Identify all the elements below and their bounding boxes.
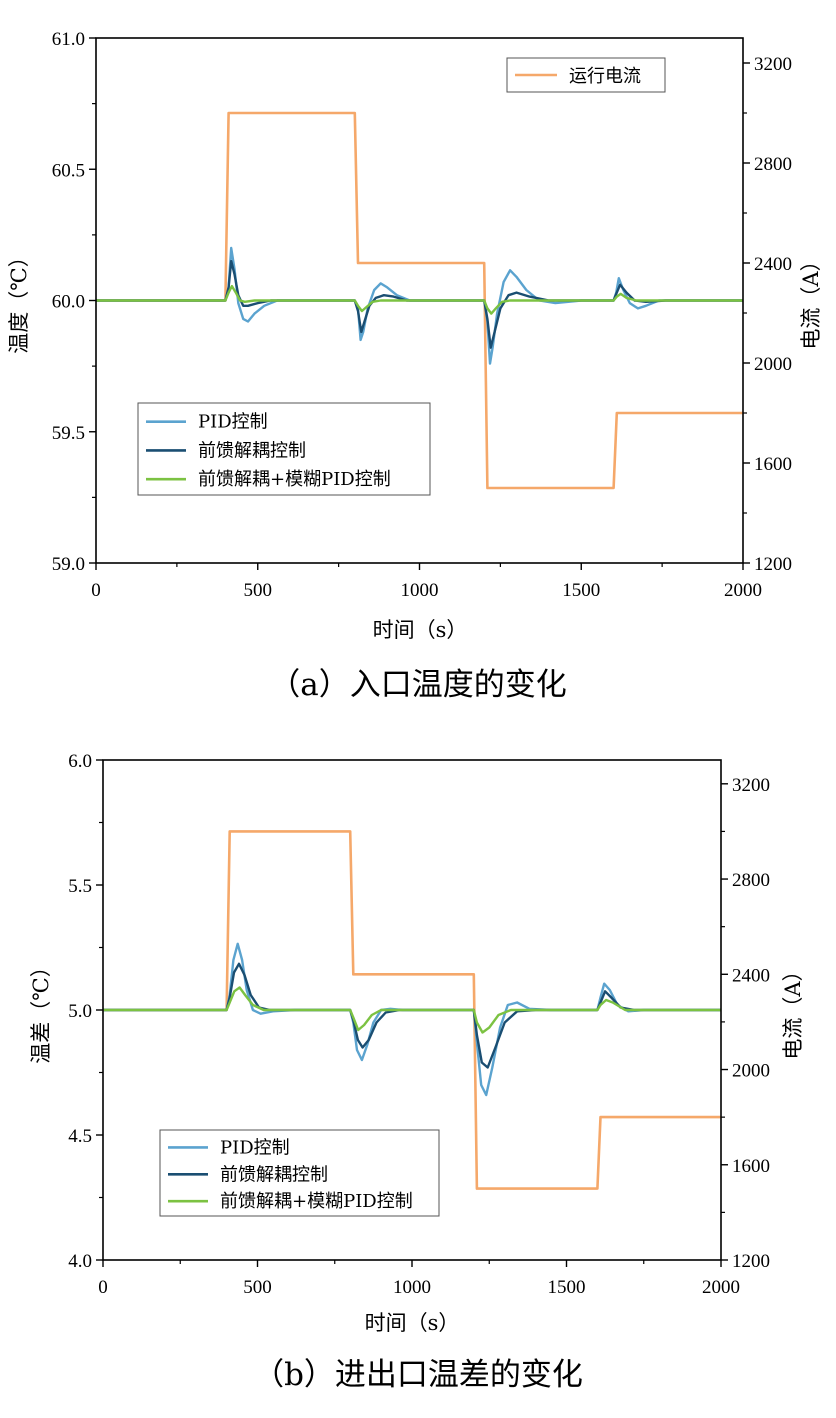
series-line-temp-2: [103, 962, 721, 1069]
series-line-current: [103, 830, 721, 1190]
plot-area: [96, 111, 743, 490]
legend-label: 前馈解耦+模糊PID控制: [220, 1191, 413, 1212]
y-tick-label: 60.5: [52, 160, 85, 181]
y2-tick-label: 1200: [754, 554, 792, 575]
x-axis-title: 时间（s）: [365, 1311, 460, 1335]
y-tick-label: 60.0: [52, 292, 85, 313]
series-line-temp-3: [103, 986, 721, 1034]
y2-tick-label: 2400: [732, 965, 770, 986]
x-tick-label: 2000: [724, 580, 762, 601]
series-line-temp-2: [96, 259, 743, 349]
figure-caption: （a）入口温度的变化: [269, 667, 566, 703]
legend-label: 前馈解耦+模糊PID控制: [198, 469, 391, 490]
series-line-temp-3: [96, 284, 743, 315]
y2-tick-label: 2800: [732, 870, 770, 891]
y2-tick-label: 2000: [754, 354, 792, 375]
y2-tick-label: 1200: [732, 1251, 770, 1272]
x-tick-label: 1500: [562, 580, 600, 601]
y2-axis-title: 电流（A）: [781, 960, 805, 1059]
y2-tick-label: 3200: [754, 54, 792, 75]
y-tick-label: 59.0: [52, 554, 85, 575]
x-tick-label: 1000: [393, 1277, 431, 1298]
y2-tick-label: 3200: [732, 775, 770, 796]
x-tick-label: 500: [244, 580, 273, 601]
x-tick-label: 500: [243, 1277, 272, 1298]
series-line-temp-1: [103, 942, 721, 1097]
y-tick-label: 4.5: [68, 1126, 92, 1147]
plot-area: [103, 830, 721, 1190]
y-tick-label: 61.0: [52, 29, 85, 50]
y-tick-label: 4.0: [68, 1251, 92, 1272]
legend-label: PID控制: [220, 1137, 290, 1158]
y2-tick-label: 1600: [732, 1156, 770, 1177]
y-tick-label: 5.5: [68, 876, 92, 897]
series-line-temp-1: [96, 246, 743, 365]
y2-tick-label: 2800: [754, 154, 792, 175]
y2-axis-title: 电流（A）: [799, 250, 823, 349]
y-axis-title: 温差（℃）: [29, 956, 53, 1064]
figure-caption: （b）进出口温差的变化: [253, 1357, 583, 1393]
chart-0: 0 500 1000 1500 2000 59.0 59.5 60.0 60.5 61.0 1200…: [7, 29, 823, 703]
x-tick-label: 2000: [702, 1277, 740, 1298]
y-tick-label: 59.5: [52, 423, 85, 444]
y-tick-label: 6.0: [68, 751, 92, 772]
x-tick-label: 0: [98, 1277, 108, 1298]
y-tick-label: 5.0: [68, 1001, 92, 1022]
y-axis-title: 温度（℃）: [7, 246, 31, 354]
x-tick-label: 1500: [548, 1277, 586, 1298]
chart-1: 0 500 1000 1500 2000 4.0 4.5 5.0 5.5 6.0 1200 1600 2…: [29, 751, 805, 1393]
legend-box: [137, 402, 431, 496]
x-tick-label: 0: [91, 580, 101, 601]
x-axis-title: 时间（s）: [373, 618, 468, 642]
legend-label: 前馈解耦控制: [198, 440, 306, 461]
legend-label: 前馈解耦控制: [220, 1164, 328, 1185]
x-tick-label: 1000: [401, 580, 439, 601]
legend-label-current: 运行电流: [569, 66, 641, 87]
series-line-current: [96, 111, 743, 490]
y2-tick-label: 2400: [754, 254, 792, 275]
legend-label: PID控制: [198, 412, 268, 433]
y2-tick-label: 2000: [732, 1061, 770, 1082]
y2-tick-label: 1600: [754, 454, 792, 475]
